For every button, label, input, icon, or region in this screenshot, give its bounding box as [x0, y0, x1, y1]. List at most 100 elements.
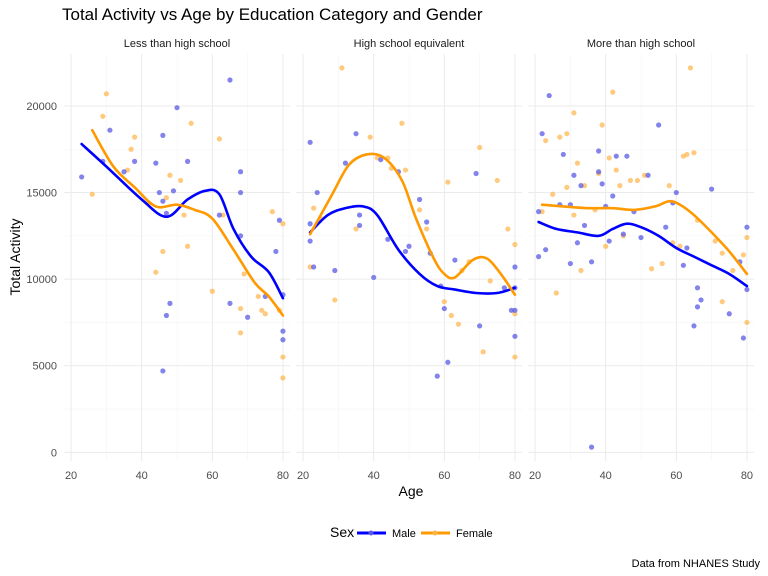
data-point-female	[209, 288, 215, 294]
data-point-male	[402, 248, 409, 255]
data-point-male	[156, 189, 162, 196]
data-point-female	[184, 243, 191, 249]
data-point-female	[255, 293, 261, 300]
data-point-female	[448, 312, 454, 319]
data-point-male	[694, 285, 701, 291]
data-point-male	[599, 181, 605, 187]
data-point-male	[613, 153, 619, 159]
data-point-male	[539, 131, 545, 137]
data-point-male	[307, 139, 313, 145]
data-point-female	[160, 248, 166, 255]
data-point-female	[648, 266, 655, 272]
data-point-female	[603, 243, 609, 249]
data-point-male	[574, 240, 581, 246]
data-point-male	[132, 158, 138, 164]
data-point-female	[571, 212, 577, 218]
data-point-male	[546, 92, 552, 99]
data-point-female	[153, 269, 159, 275]
data-point-male	[356, 212, 363, 218]
data-point-female	[617, 183, 623, 189]
data-point-female	[571, 110, 577, 116]
data-point-female	[550, 191, 556, 197]
data-point-female	[269, 209, 275, 215]
data-point-male	[353, 131, 359, 137]
data-point-male	[184, 158, 191, 164]
smooth-line-female	[308, 152, 517, 297]
data-point-male	[167, 300, 173, 306]
data-point-male	[311, 264, 317, 270]
data-point-male	[416, 196, 423, 203]
x-tick-label: 60	[206, 470, 218, 482]
data-point-female	[627, 177, 634, 184]
data-point-female	[367, 134, 373, 140]
data-point-male	[314, 189, 320, 196]
data-point-male	[610, 193, 616, 199]
data-point-female	[132, 134, 138, 140]
data-point-male	[691, 323, 697, 329]
data-point-female	[730, 267, 736, 274]
data-point-male	[332, 267, 338, 274]
data-point-male	[596, 169, 602, 175]
data-point-female	[494, 177, 500, 184]
legend-key-female	[421, 530, 450, 536]
data-point-female	[280, 354, 286, 360]
data-point-female	[487, 278, 493, 284]
data-point-male	[673, 189, 679, 196]
data-point-male	[606, 238, 612, 244]
y-tick-label: 5000	[33, 361, 57, 373]
data-point-female	[606, 155, 612, 161]
data-point-male	[153, 160, 159, 166]
data-point-male	[216, 212, 222, 218]
data-point-female	[441, 299, 447, 305]
data-point-male	[441, 305, 447, 312]
chart-caption: Data from NHANES Study	[632, 558, 761, 570]
x-tick-label: 80	[741, 470, 753, 482]
data-point-male	[535, 209, 542, 215]
data-point-male	[709, 186, 715, 192]
data-point-female	[557, 134, 563, 140]
legend-key-male	[357, 530, 386, 536]
x-tick-label: 80	[277, 470, 289, 482]
data-point-female	[262, 311, 268, 317]
x-tick-label: 60	[670, 470, 682, 482]
data-point-female	[574, 160, 581, 166]
data-point-female	[477, 144, 483, 151]
data-point-male	[571, 172, 577, 178]
data-point-male	[726, 311, 732, 317]
data-point-male	[596, 148, 602, 154]
x-tick-label: 40	[368, 470, 380, 482]
data-point-male	[588, 444, 595, 450]
data-point-male	[473, 170, 479, 177]
data-point-male	[620, 231, 626, 237]
data-point-female	[216, 136, 222, 142]
data-point-female	[553, 290, 559, 296]
data-point-male	[638, 234, 644, 241]
data-point-female	[564, 131, 570, 137]
data-point-male	[501, 285, 507, 291]
data-point-female	[241, 271, 247, 277]
data-point-male	[307, 238, 313, 244]
data-point-male	[567, 260, 573, 267]
data-point-male	[160, 132, 166, 138]
data-point-female	[237, 305, 244, 312]
data-point-female	[480, 349, 486, 355]
data-point-female	[259, 307, 265, 313]
y-tick-label: 0	[51, 447, 57, 459]
data-point-male	[581, 222, 588, 229]
data-point-male	[79, 174, 85, 180]
data-point-female	[543, 137, 549, 144]
data-point-female	[684, 151, 690, 158]
legend-label-male: Male	[392, 528, 416, 540]
data-point-female	[128, 146, 134, 152]
data-point-male	[121, 169, 127, 175]
legend: Sex Male Female	[330, 524, 493, 540]
data-point-male	[445, 359, 451, 365]
data-point-male	[237, 189, 244, 196]
facet-strip-label: More than high school	[587, 38, 695, 50]
data-point-female	[353, 226, 359, 232]
data-point-male	[378, 157, 384, 163]
data-point-male	[452, 257, 458, 263]
data-point-female	[167, 172, 173, 178]
data-point-female	[564, 184, 570, 190]
data-point-male	[245, 314, 251, 320]
